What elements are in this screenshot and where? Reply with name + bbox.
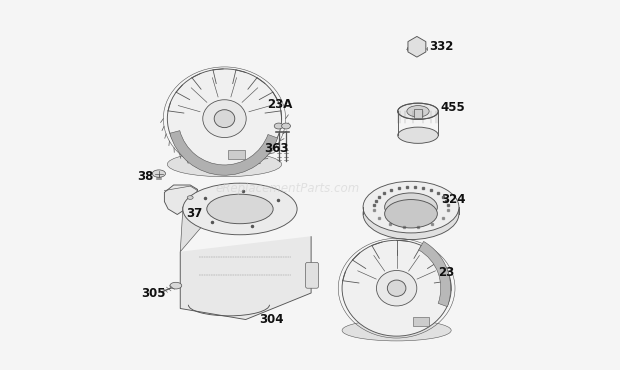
Ellipse shape: [363, 181, 459, 233]
FancyBboxPatch shape: [228, 150, 245, 159]
Text: 304: 304: [259, 313, 283, 326]
Ellipse shape: [203, 100, 246, 138]
Ellipse shape: [170, 282, 182, 289]
Polygon shape: [180, 236, 311, 320]
Text: 23: 23: [438, 266, 454, 279]
Ellipse shape: [207, 194, 273, 224]
Ellipse shape: [376, 270, 417, 306]
Polygon shape: [408, 37, 426, 57]
Ellipse shape: [167, 152, 281, 177]
Polygon shape: [180, 183, 240, 252]
Ellipse shape: [342, 320, 451, 341]
Ellipse shape: [281, 123, 290, 129]
Wedge shape: [418, 242, 451, 307]
Ellipse shape: [167, 69, 281, 168]
Ellipse shape: [384, 199, 437, 228]
FancyBboxPatch shape: [306, 262, 319, 288]
Ellipse shape: [363, 188, 459, 239]
Text: 305: 305: [141, 287, 166, 300]
Text: 37: 37: [187, 207, 203, 220]
Ellipse shape: [388, 280, 406, 296]
Text: 23A: 23A: [268, 98, 293, 111]
Text: eReplacementParts.com: eReplacementParts.com: [216, 182, 360, 195]
Text: 332: 332: [430, 40, 454, 53]
Polygon shape: [164, 185, 198, 215]
Ellipse shape: [397, 103, 438, 120]
Text: 455: 455: [440, 101, 465, 114]
Ellipse shape: [274, 123, 283, 129]
Ellipse shape: [187, 196, 193, 199]
Text: 38: 38: [138, 170, 154, 183]
Ellipse shape: [183, 183, 297, 235]
Ellipse shape: [384, 193, 437, 221]
Ellipse shape: [214, 110, 235, 128]
Bar: [414, 109, 422, 118]
Ellipse shape: [407, 105, 429, 117]
Text: 363: 363: [265, 142, 289, 155]
Ellipse shape: [153, 170, 166, 177]
Ellipse shape: [397, 127, 438, 143]
Wedge shape: [170, 131, 278, 175]
Ellipse shape: [412, 42, 422, 51]
Text: 324: 324: [441, 192, 466, 205]
Ellipse shape: [342, 240, 451, 336]
FancyBboxPatch shape: [413, 317, 428, 326]
